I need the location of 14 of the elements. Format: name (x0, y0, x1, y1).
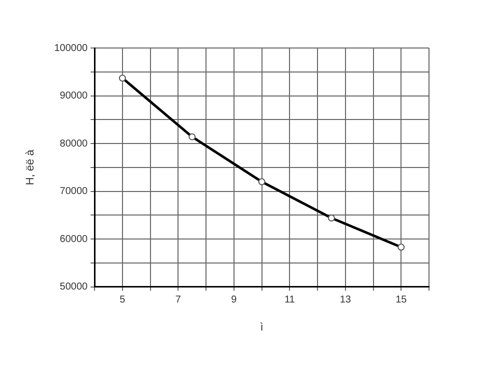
x-tick-label: 11 (284, 294, 296, 306)
y-tick-label: 50000 (60, 282, 88, 293)
y-tick-label: 70000 (60, 186, 88, 198)
x-tick-label: 9 (231, 294, 238, 306)
x-tick-label: 13 (340, 294, 352, 306)
x-tick-label: 5 (120, 294, 126, 306)
y-tick-label: 100000 (54, 42, 88, 54)
x-axis-title: ì (260, 321, 264, 334)
x-tick-label: 15 (396, 294, 408, 306)
y-tick-label: 80000 (60, 138, 88, 150)
x-tick-label: 7 (175, 294, 182, 306)
y-tick-label: 90000 (60, 90, 88, 102)
y-axis-title: H, ёё à (24, 148, 37, 186)
y-tick-label: 60000 (60, 234, 88, 245)
